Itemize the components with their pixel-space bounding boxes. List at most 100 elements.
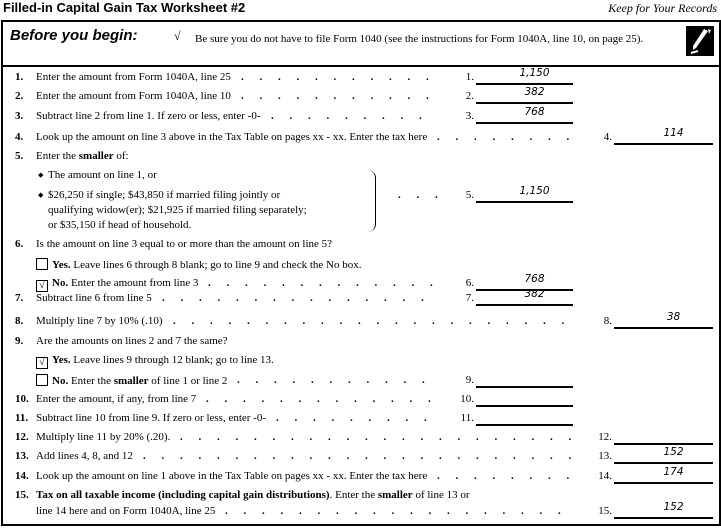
line-number: 3.	[15, 110, 24, 122]
text-segment: qualifying widow(er); $21,925 if married…	[48, 204, 307, 216]
line-number: 5.	[15, 150, 24, 162]
line-number: 2.	[15, 90, 24, 102]
line-text: Are the amounts on lines 2 and 7 the sam…	[36, 335, 228, 347]
amount-field[interactable]	[476, 405, 573, 407]
line-number: 13.	[15, 450, 29, 462]
bold-text: Yes.	[52, 354, 71, 366]
line-label: 3.	[465, 110, 474, 122]
amount-value: 768	[524, 273, 545, 285]
line-number: 15.	[15, 489, 29, 501]
checkbox[interactable]	[36, 374, 48, 386]
worksheet-line: Yes. Leave lines 6 through 8 blank; go t…	[0, 258, 721, 276]
amount-field[interactable]	[476, 122, 573, 124]
leader-dots: . . . . . . . . . . . . . . . . . . . . …	[162, 292, 438, 304]
worksheet-line: 6. Is the amount on line 3 equal to or mo…	[0, 238, 721, 256]
amount-field[interactable]	[614, 517, 713, 519]
text-segment: Enter the amount, if any, from line 7	[36, 393, 197, 405]
amount-field[interactable]	[614, 327, 713, 329]
amount-field[interactable]	[476, 289, 573, 291]
amount-field[interactable]	[476, 83, 573, 85]
worksheet-line: ◆ $26,250 if single; $43,850 if married f…	[0, 185, 721, 207]
amount-value: 768	[524, 106, 545, 118]
checkbox[interactable]: √	[36, 280, 48, 292]
bullet-icon: ◆	[38, 171, 44, 179]
line-text: Subtract line 2 from line 1. If zero or …	[36, 110, 261, 122]
bold-text: Yes.	[52, 259, 71, 271]
line-text: line 14 here and on Form 1040A, line 25	[36, 505, 215, 517]
amount-value: 382	[524, 288, 545, 300]
checkbox[interactable]: √	[36, 357, 48, 369]
worksheet-line: 3. Subtract line 2 from line 1. If zero o…	[0, 106, 721, 128]
amount-field[interactable]	[614, 143, 713, 145]
line-number: 10.	[15, 393, 29, 405]
amount-value: 152	[663, 501, 684, 513]
checkbox[interactable]	[36, 258, 48, 270]
line-text: or $35,150 if head of household.	[48, 219, 191, 231]
text-segment: Leave lines 9 through 12 blank; go to li…	[70, 354, 274, 366]
checkmark-icon: √	[174, 29, 181, 43]
text-segment: Enter the amount from Form 1040A, line 1…	[36, 90, 231, 102]
worksheet-line: or $35,150 if head of household.	[0, 219, 721, 237]
worksheet-line: 15. Tax on all taxable income (including …	[0, 489, 721, 507]
text-segment: Look up the amount on line 1 above in th…	[36, 470, 428, 482]
line-text: Add lines 4, 8, and 12	[36, 450, 133, 462]
line-label: 14.	[598, 470, 612, 482]
amount-field[interactable]	[476, 102, 573, 104]
worksheet-line: qualifying widow(er); $21,925 if married…	[0, 204, 721, 222]
text-segment: of line 1 or line 2	[148, 375, 228, 387]
line-label: 15.	[598, 505, 612, 517]
before-you-begin-heading: Before you begin:	[10, 27, 138, 44]
amount-value: 382	[524, 86, 545, 98]
line-text: No. Enter the smaller of line 1 or line …	[36, 374, 227, 387]
line-label: 11.	[460, 412, 474, 424]
amount-value: 1,150	[519, 185, 550, 197]
line-text: Enter the smaller of:	[36, 150, 129, 162]
text-segment: The amount on line 1, or	[48, 169, 157, 181]
worksheet-title: Filled-in Capital Gain Tax Worksheet #2	[3, 0, 246, 15]
line-text: √ Yes. Leave lines 9 through 12 blank; go…	[36, 354, 274, 369]
leader-dots: . . . . . . . . . . . . . . . . . . . . …	[241, 71, 438, 83]
amount-value: 38	[666, 311, 681, 323]
line-number: 1.	[15, 71, 24, 83]
line-label: 9.	[465, 374, 474, 386]
text-segment: or $35,150 if head of household.	[48, 219, 192, 231]
amount-field[interactable]	[476, 304, 573, 306]
leader-dots: . . . . . . . . . . . . . . . . . . . . …	[173, 315, 576, 327]
bold-text: Tax on all taxable income (including cap…	[36, 489, 330, 501]
bold-text: smaller	[78, 150, 114, 162]
line-number: 4.	[15, 131, 24, 143]
text-segment: Multiply line 7 by 10% (.10)	[36, 315, 163, 327]
worksheet-line: 8. Multiply line 7 by 10% (.10) . . . . . …	[0, 311, 721, 333]
line-text: Enter the amount from Form 1040A, line 2…	[36, 71, 231, 83]
amount-field[interactable]	[614, 482, 713, 484]
amount-field[interactable]	[614, 443, 713, 445]
leader-dots: . . . . . . . . . . . . . . . . . . . . …	[206, 393, 438, 405]
worksheet-line: No. Enter the smaller of line 1 or line …	[0, 374, 721, 392]
line-text: qualifying widow(er); $21,925 if married…	[48, 204, 307, 216]
worksheet-line: 13. Add lines 4, 8, and 12 . . . . . . . .…	[0, 446, 721, 468]
amount-field[interactable]	[614, 462, 713, 464]
leader-dots: . . . . . . . . . . . . . . . . . . . . …	[276, 412, 438, 424]
brace	[365, 170, 376, 232]
leader-dots: . . . . . . . . . . . . . . . . . . . . …	[143, 450, 576, 462]
worksheet-line: 7. Subtract line 6 from line 5 . . . . . .…	[0, 288, 721, 310]
line-text: $26,250 if single; $43,850 if married fi…	[48, 189, 280, 201]
text-segment: . Enter the	[329, 489, 378, 501]
amount-field[interactable]	[476, 424, 573, 426]
line-label: 4.	[603, 131, 612, 143]
line-number: 11.	[15, 412, 29, 424]
amount-value: 114	[663, 127, 684, 139]
leader-dots: . . . . . . . . . . . . . . . . . . . . …	[208, 277, 438, 289]
line-text: √ No. Enter the amount from line 3	[36, 277, 198, 292]
amount-field[interactable]	[476, 201, 573, 203]
leader-dots: . . . . . . . . . . . . . . . . . . . . …	[271, 110, 438, 122]
keep-for-records-note: Keep for Your Records	[608, 1, 717, 15]
text-segment: Enter the	[36, 150, 79, 162]
line-label: 8.	[603, 315, 612, 327]
line-text: Tax on all taxable income (including cap…	[36, 489, 470, 501]
text-segment: Add lines 4, 8, and 12	[36, 450, 133, 462]
line-text: The amount on line 1, or	[48, 169, 157, 181]
text-segment: Enter the amount from line 3	[68, 277, 199, 289]
text-segment: Enter the	[68, 375, 114, 387]
amount-field[interactable]	[476, 386, 573, 388]
